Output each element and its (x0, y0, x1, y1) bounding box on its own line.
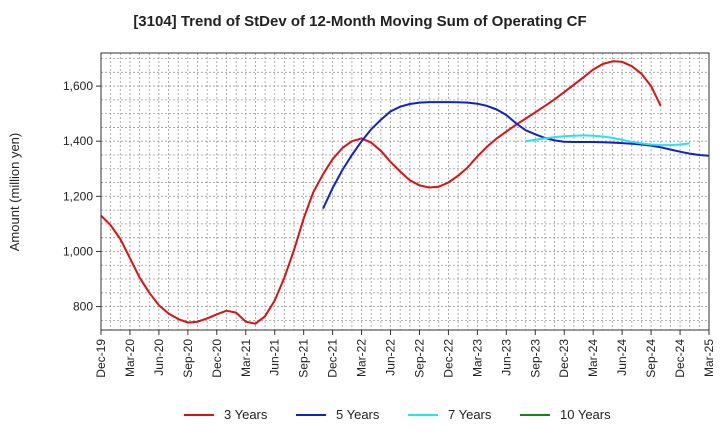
x-tick-label: Sep-24 (644, 339, 658, 378)
y-tick-label: 1,600 (63, 79, 93, 93)
x-tick-label: Sep-21 (297, 339, 311, 378)
y-axis-label: Amount (million yen) (7, 133, 22, 252)
x-tick-label: Mar-22 (355, 339, 369, 377)
x-tick-label: Jun-24 (615, 339, 629, 376)
x-tick-label: Sep-23 (528, 339, 542, 378)
y-tick-label: 1,200 (63, 189, 93, 203)
series-line-5-years (322, 101, 710, 210)
grid-layer (101, 53, 709, 330)
y-tick-layer: 800 1,000 1,200 1,400 1,600 (63, 79, 101, 314)
x-tick-label: Sep-22 (412, 339, 426, 378)
x-tick-label: Jun-23 (499, 339, 513, 376)
x-tick-label: Mar-21 (239, 339, 253, 377)
legend-label: 10 Years (560, 407, 611, 422)
x-tick-label: Mar-24 (586, 339, 600, 377)
legend-label: 3 Years (224, 407, 268, 422)
x-tick-label: Mar-25 (702, 339, 716, 377)
x-tick-label: Sep-20 (181, 339, 195, 378)
legend-label: 5 Years (336, 407, 380, 422)
x-tick-label: Mar-23 (470, 339, 484, 377)
x-tick-label: Dec-24 (673, 339, 687, 378)
x-tick-label: Jun-22 (384, 339, 398, 376)
series-line-7-years (525, 134, 690, 147)
y-tick-label: 1,400 (63, 134, 93, 148)
x-tick-label: Dec-20 (210, 339, 224, 378)
legend-label: 7 Years (448, 407, 492, 422)
y-tick-label: 1,000 (63, 244, 93, 258)
y-tick-label: 800 (73, 300, 93, 314)
x-tick-label: Mar-20 (123, 339, 137, 377)
plot-frame (100, 52, 710, 331)
legend: 3 Years 5 Years 7 Years 10 Years (184, 407, 611, 422)
x-tick-label: Jun-21 (268, 339, 282, 376)
x-tick-label: Dec-22 (441, 339, 455, 378)
x-tick-label: Dec-19 (94, 339, 108, 378)
x-tick-label: Dec-23 (557, 339, 571, 378)
x-tick-label: Jun-20 (152, 339, 166, 376)
x-tick-layer: Dec-19 Mar-20 Jun-20 Sep-20 Dec-20 Mar-21 Jun-… (94, 330, 716, 378)
chart-title: [3104] Trend of StDev of 12-Month Moving… (133, 13, 586, 30)
series-line-3-years (100, 60, 662, 325)
series-layer (100, 60, 710, 325)
x-tick-label: Dec-21 (326, 339, 340, 378)
